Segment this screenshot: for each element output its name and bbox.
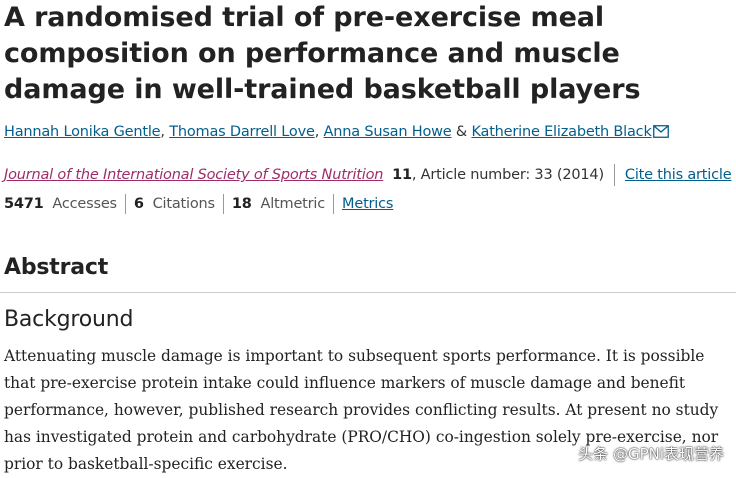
cite-this-article-link[interactable]: Cite this article [624, 167, 732, 183]
author-separator: & [451, 124, 472, 140]
paragraph-line: has investigated protein and carbohydrat… [4, 428, 719, 446]
volume-number: 11 [392, 167, 412, 183]
author-link[interactable]: Katherine Elizabeth Black [471, 124, 652, 140]
paragraph-line: Attenuating muscle damage is important t… [4, 347, 705, 365]
watermark: 头条 @GPNi表现营养 [578, 445, 724, 463]
author-link[interactable]: Hannah Lonika Gentle [4, 124, 161, 140]
metrics-link[interactable]: Metrics [342, 196, 394, 212]
author-link[interactable]: Thomas Darrell Love [169, 124, 315, 140]
author-list: Hannah Lonika Gentle, Thomas Darrell Lov… [4, 124, 669, 142]
divider [613, 164, 615, 186]
article-stats: 5471 Accesses 6 Citations 18 Altmetric Metr… [4, 194, 393, 214]
author-separator: , [314, 124, 324, 140]
accesses-label: Accesses [52, 196, 117, 212]
paragraph-line: prior to basketball-specific exercise. [4, 455, 288, 473]
paragraph-line: performance, however, published research… [4, 401, 719, 419]
divider [222, 194, 224, 214]
mail-icon[interactable] [652, 125, 669, 142]
altmetric-label: Altmetric [260, 196, 326, 212]
citations-count: 6 [133, 196, 144, 212]
citations-label: Citations [152, 196, 215, 212]
publication-meta: Journal of the International Society of … [4, 164, 732, 186]
divider [333, 194, 335, 214]
article-title: A randomised trial of pre-exercise meal … [4, 2, 641, 105]
background-heading: Background [4, 307, 134, 332]
abstract-heading: Abstract [4, 255, 109, 280]
journal-link[interactable]: Journal of the International Society of … [4, 167, 384, 183]
altmetric-count: 18 [231, 196, 252, 212]
accesses-count: 5471 [4, 196, 44, 212]
article-number: , Article number: 33 (2014) [411, 167, 604, 183]
author-link[interactable]: Anna Susan Howe [323, 124, 452, 140]
divider [124, 194, 126, 214]
author-separator: , [160, 124, 170, 140]
paragraph-line: that pre-exercise protein intake could i… [4, 374, 686, 392]
section-divider [0, 292, 736, 293]
background-paragraph: Attenuating muscle damage is important t… [4, 343, 734, 478]
